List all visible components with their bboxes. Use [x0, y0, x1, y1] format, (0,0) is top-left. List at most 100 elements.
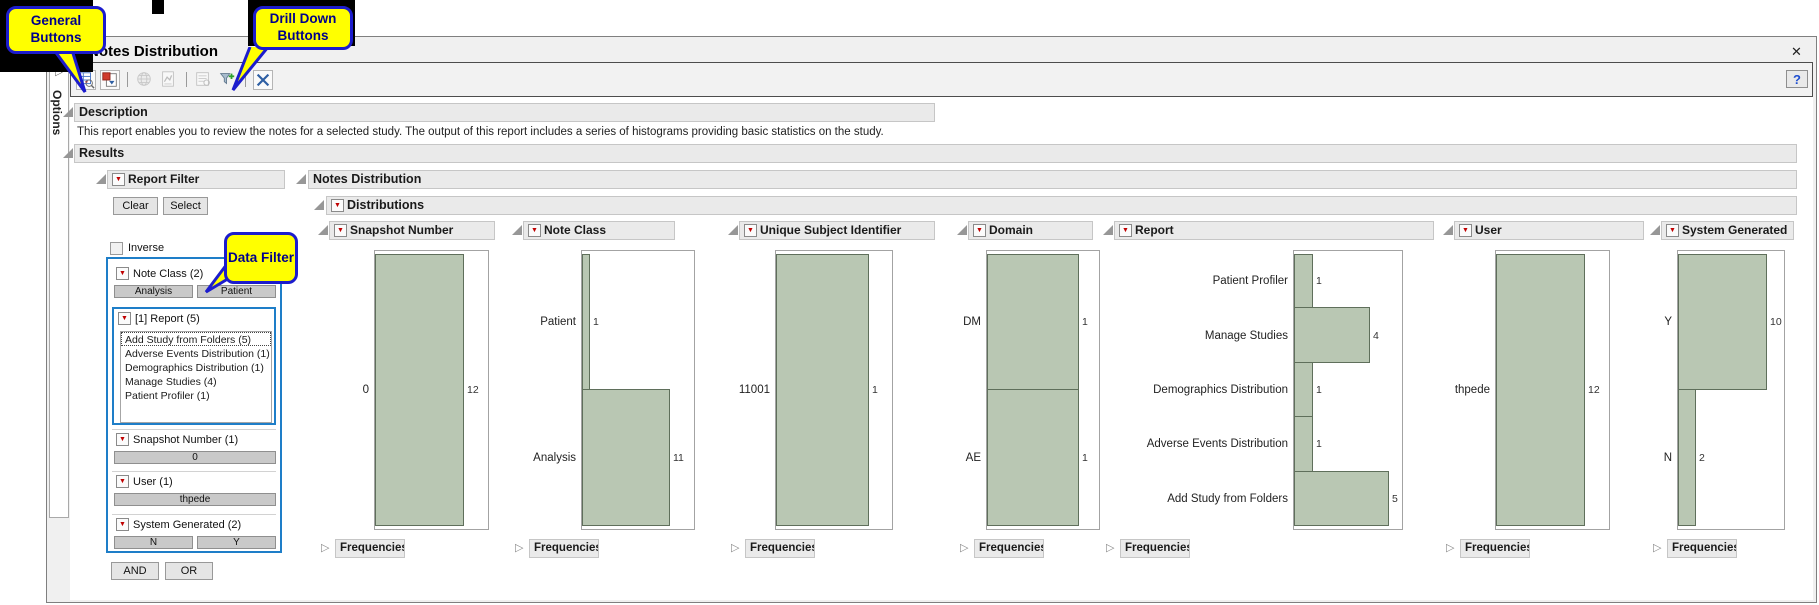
- filter-value-button[interactable]: Analysis: [114, 285, 193, 298]
- histogram-bar[interactable]: [1496, 254, 1585, 526]
- red-triangle-menu-icon[interactable]: ▼: [331, 199, 344, 212]
- filter-list-item[interactable]: Add Study from Folders (5): [121, 332, 271, 346]
- frequencies-header[interactable]: Frequencies: [745, 539, 815, 558]
- and-button[interactable]: AND: [111, 562, 159, 580]
- histogram-bar[interactable]: [1294, 416, 1313, 472]
- or-button[interactable]: OR: [165, 562, 213, 580]
- save-report-icon[interactable]: [100, 69, 120, 90]
- disclosure-open-icon[interactable]: [318, 225, 328, 235]
- histogram-bar[interactable]: [582, 389, 670, 526]
- frequencies-header[interactable]: Frequencies: [974, 539, 1044, 558]
- disclosure-closed-icon[interactable]: ▷: [1446, 542, 1455, 554]
- histogram-category-label: AE: [965, 452, 981, 464]
- disclosure-closed-icon[interactable]: ▷: [960, 542, 969, 554]
- histogram-bar[interactable]: [375, 254, 464, 526]
- histogram-category-label: Add Study from Folders: [1167, 492, 1288, 505]
- red-triangle-menu-icon[interactable]: ▼: [973, 224, 986, 237]
- general-buttons-callout-tail: [52, 50, 87, 93]
- histogram-bar[interactable]: [1294, 361, 1313, 418]
- red-triangle-menu-icon[interactable]: ▼: [1459, 224, 1472, 237]
- disclosure-closed-icon[interactable]: ▷: [321, 542, 330, 554]
- journal-icon[interactable]: [159, 70, 179, 90]
- red-triangle-menu-icon[interactable]: ▼: [116, 518, 129, 531]
- histogram-bar[interactable]: [987, 389, 1079, 526]
- clear-button[interactable]: Clear: [113, 197, 158, 215]
- web-report-icon[interactable]: [135, 70, 155, 90]
- filter-list-item[interactable]: Manage Studies (4): [125, 376, 217, 388]
- disclosure-open-icon[interactable]: [957, 225, 967, 235]
- histogram-bar[interactable]: [776, 254, 869, 526]
- histogram-bar[interactable]: [1294, 470, 1389, 526]
- close-report-icon[interactable]: [253, 69, 273, 90]
- red-triangle-menu-icon[interactable]: ▼: [116, 433, 129, 446]
- disclosure-closed-icon[interactable]: ▷: [1653, 542, 1662, 554]
- red-triangle-menu-icon[interactable]: ▼: [1119, 224, 1132, 237]
- report-filter-header-label: Report Filter: [128, 172, 200, 186]
- sidebar-expand-icon[interactable]: ▷: [55, 67, 63, 78]
- notes-icon[interactable]: [194, 70, 214, 90]
- drill-down-filter-icon[interactable]: [218, 70, 238, 90]
- disclosure-open-icon[interactable]: [728, 225, 738, 235]
- histogram-bar[interactable]: [1678, 254, 1767, 390]
- filter-value-button[interactable]: N: [114, 536, 193, 549]
- disclosure-open-icon[interactable]: [1650, 225, 1660, 235]
- disclosure-open-icon[interactable]: [63, 107, 73, 117]
- red-triangle-menu-icon[interactable]: ▼: [744, 224, 757, 237]
- histogram-category-label: Y: [1664, 316, 1672, 328]
- help-icon[interactable]: ?: [1786, 70, 1808, 88]
- filter-group-separator: [112, 514, 276, 515]
- histogram-plot: 10 2: [1677, 250, 1785, 530]
- filter-list-item[interactable]: Demographics Distribution (1): [125, 362, 264, 374]
- histogram-bar[interactable]: [582, 254, 590, 390]
- frequencies-header[interactable]: Frequencies: [529, 539, 599, 558]
- filter-list-box: Add Study from Folders (5) Adverse Events…: [120, 331, 272, 423]
- histogram-bar[interactable]: [1294, 307, 1370, 363]
- red-triangle-menu-icon[interactable]: ▼: [116, 267, 129, 280]
- red-triangle-menu-icon[interactable]: ▼: [118, 312, 131, 325]
- filter-value-button[interactable]: 0: [114, 451, 276, 464]
- close-icon[interactable]: ✕: [1791, 44, 1802, 59]
- select-button[interactable]: Select: [163, 197, 208, 215]
- disclosure-open-icon[interactable]: [296, 174, 306, 184]
- histogram-plot: 1 11: [581, 250, 695, 530]
- red-triangle-menu-icon[interactable]: ▼: [1666, 224, 1679, 237]
- disclosure-open-icon[interactable]: [512, 225, 522, 235]
- red-triangle-menu-icon[interactable]: ▼: [334, 224, 347, 237]
- histogram-header: ▼ Report: [1114, 221, 1434, 240]
- frequencies-header[interactable]: Frequencies: [1667, 539, 1737, 558]
- red-triangle-menu-icon[interactable]: ▼: [112, 173, 125, 186]
- frequencies-header[interactable]: Frequencies: [1460, 539, 1530, 558]
- frequencies-header[interactable]: Frequencies: [1120, 539, 1190, 558]
- disclosure-open-icon[interactable]: [314, 200, 324, 210]
- disclosure-closed-icon[interactable]: ▷: [1106, 542, 1115, 554]
- red-triangle-menu-icon[interactable]: ▼: [116, 475, 129, 488]
- histogram-count-label: 1: [1082, 316, 1088, 328]
- red-triangle-menu-icon[interactable]: ▼: [528, 224, 541, 237]
- disclosure-open-icon[interactable]: [1443, 225, 1453, 235]
- histogram-count-label: 1: [1316, 384, 1322, 396]
- filter-value-button[interactable]: Patient: [197, 285, 276, 298]
- report-filter-header: ▼ Report Filter: [107, 170, 285, 189]
- histogram-bar[interactable]: [987, 254, 1079, 390]
- filter-list-item[interactable]: Patient Profiler (1): [125, 390, 210, 402]
- general-buttons-callout: General Buttons: [6, 6, 106, 54]
- disclosure-open-icon[interactable]: [63, 148, 73, 158]
- disclosure-open-icon[interactable]: [96, 174, 106, 184]
- filter-value-button[interactable]: Y: [197, 536, 276, 549]
- histogram-count-label: 1: [593, 316, 599, 328]
- disclosure-closed-icon[interactable]: ▷: [731, 542, 740, 554]
- disclosure-closed-icon[interactable]: ▷: [515, 542, 524, 554]
- histogram-count-label: 10: [1770, 316, 1782, 328]
- histogram-bar[interactable]: [1294, 254, 1313, 309]
- histogram-category-label: Patient Profiler: [1212, 275, 1288, 288]
- inverse-checkbox[interactable]: [110, 242, 123, 255]
- filter-value-button[interactable]: thpede: [114, 493, 276, 506]
- histogram-count-label: 1: [1316, 438, 1322, 451]
- filter-list-item[interactable]: Adverse Events Distribution (1): [125, 348, 270, 360]
- disclosure-open-icon[interactable]: [1103, 225, 1113, 235]
- frequencies-header[interactable]: Frequencies: [335, 539, 405, 558]
- histogram-bar[interactable]: [1678, 389, 1696, 526]
- description-header: Description: [74, 103, 935, 122]
- filter-group-label-row: ▼ Note Class (2): [116, 267, 203, 280]
